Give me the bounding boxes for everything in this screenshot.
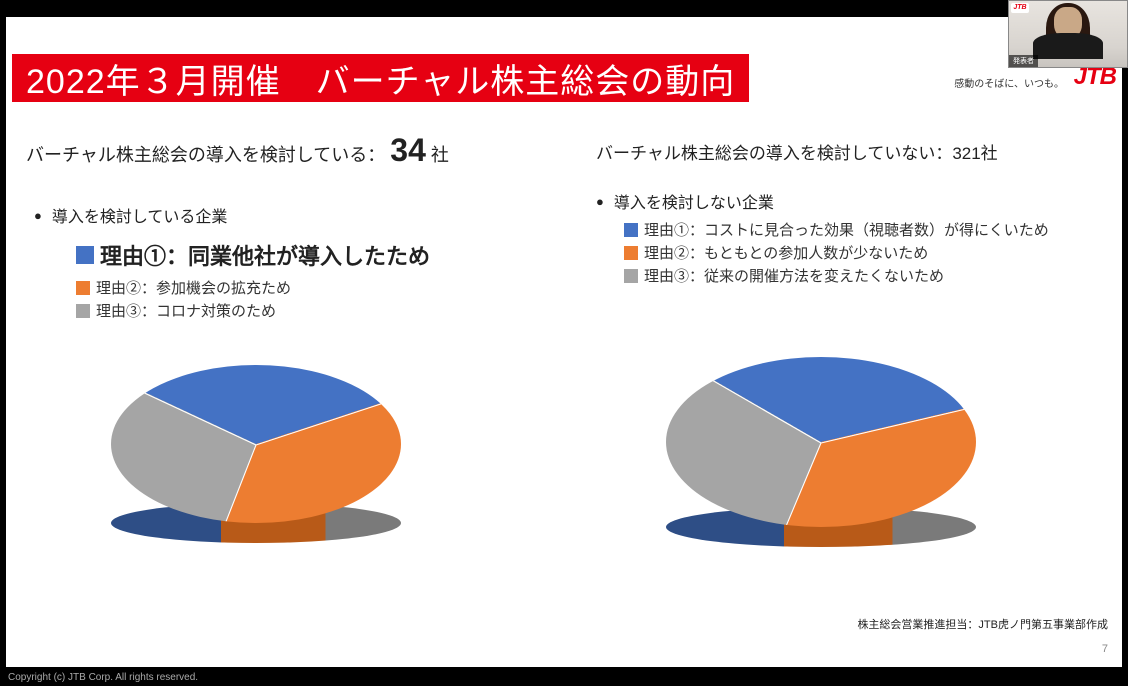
right-legend: 理由①：コストに見合った効果（視聴者数）が得にくいため理由②：もともとの参加人数…: [624, 219, 1049, 288]
pie-separator: [821, 407, 972, 443]
legend-label: 理由②：もともとの参加人数が少ないため: [644, 242, 928, 263]
legend-item: 理由②：参加機会の拡充ため: [76, 277, 430, 298]
pie-separator: [124, 383, 256, 445]
brand-tagline: 感動のそばに、いつも。: [954, 75, 1064, 90]
legend-swatch-icon: [624, 269, 638, 283]
legend-swatch-icon: [76, 304, 90, 318]
left-subhead-count: 34: [390, 132, 426, 168]
legend-label: 理由③：コロナ対策のため: [96, 300, 276, 321]
presenter-name-label: 発表者: [1009, 55, 1038, 67]
right-subhead: バーチャル株主総会の導入を検討していない：321社: [596, 139, 998, 164]
left-subhead: バーチャル株主総会の導入を検討している： 34 社: [26, 132, 449, 169]
legend-item: 理由③：従来の開催方法を変えたくないため: [624, 265, 1049, 286]
legend-item: 理由①：同業他社が導入したため: [76, 239, 430, 271]
legend-swatch-icon: [76, 281, 90, 295]
right-pie-chart: [666, 357, 976, 547]
page-number: 7: [1102, 643, 1108, 655]
legend-swatch-icon: [624, 246, 638, 260]
legend-swatch-icon: [624, 223, 638, 237]
legend-label: 理由②：参加機会の拡充ため: [96, 277, 291, 298]
legend-label: 理由①：同業他社が導入したため: [100, 239, 430, 271]
slide-title: 2022年３月開催 バーチャル株主総会の動向: [12, 54, 749, 102]
right-section-title: 導入を検討しない企業: [596, 189, 774, 213]
legend-item: 理由③：コロナ対策のため: [76, 300, 430, 321]
left-section-title: 導入を検討している企業: [34, 203, 227, 227]
slide: 2022年３月開催 バーチャル株主総会の動向 感動のそばに、いつも。 JTB バ…: [6, 17, 1122, 667]
legend-swatch-icon: [76, 246, 94, 264]
left-legend: 理由①：同業他社が導入したため理由②：参加機会の拡充ため理由③：コロナ対策のため: [76, 239, 430, 323]
left-subhead-suffix: 社: [431, 145, 449, 165]
left-pie-chart: [111, 365, 401, 543]
copyright-text: Copyright (c) JTB Corp. All rights reser…: [8, 672, 198, 683]
legend-label: 理由③：従来の開催方法を変えたくないため: [644, 265, 944, 286]
legend-item: 理由②：もともとの参加人数が少ないため: [624, 242, 1049, 263]
pie-separator: [203, 445, 257, 523]
pie-top: [666, 357, 976, 527]
legend-label: 理由①：コストに見合った効果（視聴者数）が得にくいため: [644, 219, 1049, 240]
legend-item: 理由①：コストに見合った効果（視聴者数）が得にくいため: [624, 219, 1049, 240]
footer-source-note: 株主総会営業推進担当：JTB虎ノ門第五事業部作成: [857, 616, 1108, 632]
left-subhead-prefix: バーチャル株主総会の導入を検討している：: [26, 145, 385, 165]
presenter-webcam[interactable]: JTB 発表者: [1008, 0, 1128, 68]
pie-separator: [760, 443, 821, 527]
pie-separator: [686, 365, 821, 443]
pie-top: [111, 365, 401, 523]
webcam-logo-icon: JTB: [1011, 3, 1029, 13]
pie-separator: [256, 399, 394, 445]
